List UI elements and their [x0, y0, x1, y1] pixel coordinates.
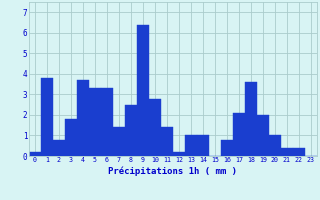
Bar — [173, 152, 185, 156]
Bar — [77, 80, 89, 156]
Bar — [125, 105, 137, 156]
Bar — [29, 152, 41, 156]
Bar — [89, 88, 101, 156]
Bar — [245, 82, 257, 156]
Bar — [113, 127, 125, 156]
Bar — [293, 148, 305, 156]
Bar — [197, 135, 209, 156]
Bar — [101, 88, 113, 156]
Bar — [185, 135, 197, 156]
Bar — [269, 135, 281, 156]
Bar — [257, 115, 269, 156]
Bar — [137, 25, 149, 156]
Bar — [221, 140, 233, 156]
Bar — [65, 119, 77, 156]
Bar — [53, 140, 65, 156]
Bar — [149, 99, 161, 156]
Bar — [281, 148, 293, 156]
Bar — [233, 113, 245, 156]
Bar — [161, 127, 173, 156]
X-axis label: Précipitations 1h ( mm ): Précipitations 1h ( mm ) — [108, 166, 237, 176]
Bar — [41, 78, 53, 156]
